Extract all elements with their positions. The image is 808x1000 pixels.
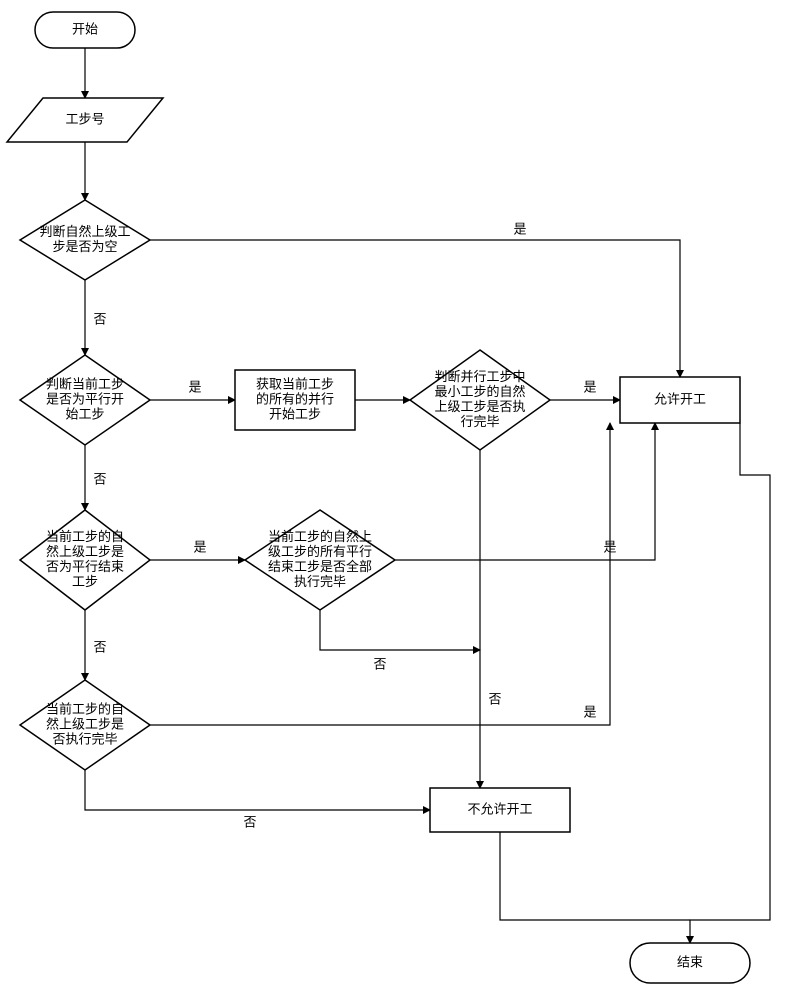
node-label-d6: 然上级工步是 (46, 716, 124, 731)
node-input: 工步号 (7, 98, 163, 142)
node-label-d1: 判断自然上级工 (39, 224, 130, 239)
edge-label-d3-allow: 是 (583, 379, 596, 394)
edge-label-d6-deny: 否 (243, 814, 256, 829)
node-deny: 不允许开工 (430, 788, 570, 832)
node-allow: 允许开工 (620, 377, 740, 423)
node-d3: 判断并行工步中最小工步的自然上级工步是否执行完毕 (410, 350, 550, 450)
node-label-d3: 行完毕 (460, 414, 499, 429)
node-start: 开始 (35, 12, 135, 48)
nodes-layer: 开始工步号判断自然上级工步是否为空判断当前工步是否为平行开始工步 获取当前工步的所… (7, 12, 750, 983)
edge-d6-deny (85, 770, 430, 810)
flowchart-canvas: 是否是是否是否是否否是否开始工步号判断自然上级工步是否为空判断当前工步是否为平行… (0, 0, 808, 1000)
node-d2: 判断当前工步是否为平行开始工步 (20, 355, 150, 445)
edge-d1-allow (150, 240, 680, 377)
edge-label-d3-deny: 否 (488, 691, 501, 706)
node-label-d3: 上级工步是否执 (434, 399, 525, 414)
edge-label-d2-d4: 否 (93, 471, 106, 486)
node-d1: 判断自然上级工步是否为空 (20, 200, 150, 280)
edges-layer: 是否是是否是否是否否是否 (85, 48, 770, 943)
node-label-d1: 步是否为空 (52, 239, 117, 254)
edge-label-d6-allow: 是 (583, 704, 596, 719)
node-label-d2: 判断当前工步 (46, 376, 124, 391)
edge-label-d4-d6: 否 (93, 639, 106, 654)
edge-d5-deny (320, 610, 480, 650)
node-label-d5: 执行完毕 (294, 574, 346, 589)
node-d4: 当前工步的自然上级工步是否为平行结束工步 (20, 510, 150, 610)
node-label-d5: 结束工步是否全部 (268, 559, 372, 574)
edge-label-d4-d5: 是 (193, 539, 206, 554)
edge-label-d1-allow: 是 (513, 221, 526, 236)
node-label-d3: 判断并行工步中 (434, 369, 525, 384)
node-label-p1: 获取当前工步 (256, 376, 334, 391)
node-p1: 获取当前工步的所有的并行开始工步 (235, 370, 355, 430)
node-label-d6: 否执行完毕 (52, 731, 117, 746)
node-label-d4: 否为平行结束 (46, 559, 124, 574)
node-label-d4: 当前工步的自 (46, 529, 124, 544)
edge-label-d5-deny: 否 (373, 656, 386, 671)
node-label-d5: 级工步的所有平行 (268, 544, 372, 559)
node-label-end: 结束 (677, 954, 703, 969)
node-label-input: 工步号 (65, 111, 104, 126)
node-d5: 当前工步的自然上级工步的所有平行结束工步是否全部执行完毕 (245, 510, 395, 610)
node-d6: 当前工步的自然上级工步是否执行完毕 (20, 680, 150, 770)
edge-d6-allow (150, 423, 610, 725)
node-label-d3: 最小工步的自然 (434, 384, 525, 399)
node-label-d4: 工步 (72, 574, 98, 589)
edge-label-d2-p1: 是 (188, 379, 201, 394)
node-label-allow: 允许开工 (654, 391, 706, 406)
edge-label-d1-d2: 否 (93, 311, 106, 326)
node-label-d4: 然上级工步是 (46, 544, 124, 559)
edge-allow-end (690, 423, 770, 943)
node-label-d5: 当前工步的自然上 (268, 529, 372, 544)
node-label-deny: 不允许开工 (467, 801, 532, 816)
node-label-p1: 的所有的并行 (256, 391, 334, 406)
edge-deny-end (500, 832, 690, 920)
node-end: 结束 (630, 943, 750, 983)
node-label-d6: 当前工步的自 (46, 701, 124, 716)
node-label-d2: 始工步 (65, 406, 104, 421)
node-label-d2: 是否为平行开 (46, 391, 124, 406)
node-label-p1: 开始工步 (269, 406, 321, 421)
node-label-start: 开始 (72, 21, 98, 36)
